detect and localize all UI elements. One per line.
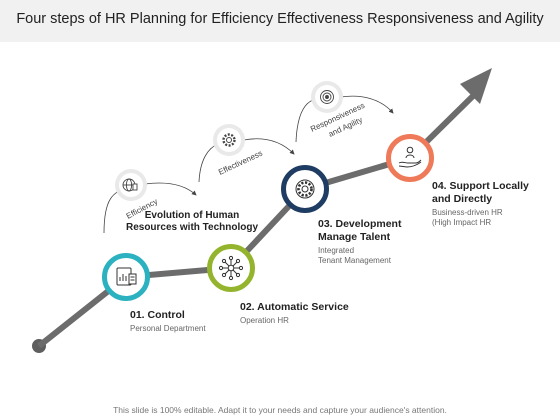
center-label-line-1: Evolution of Human bbox=[144, 210, 240, 221]
document-analytics-icon bbox=[116, 267, 137, 286]
page-title: Four steps of HR Planning for Efficiency… bbox=[16, 11, 544, 27]
path-arrowhead bbox=[460, 68, 492, 104]
center-label-line-2: Resources with Technology bbox=[125, 222, 259, 233]
step-2-node bbox=[207, 244, 255, 292]
step-4-subtitle-line-2: (High Impact HR bbox=[432, 218, 492, 227]
step-3-title-line-2: Manage Talent bbox=[318, 231, 391, 243]
hand-person-icon bbox=[398, 146, 422, 168]
arc-icon-effectiveness bbox=[213, 124, 245, 156]
title-bar bbox=[0, 0, 560, 42]
step-2-subtitle: Operation HR bbox=[240, 316, 289, 325]
arc-2 bbox=[198, 143, 219, 183]
arc-2b bbox=[243, 138, 295, 155]
target-icon bbox=[320, 90, 334, 104]
step-4-title-line-2: and Directly bbox=[432, 193, 493, 205]
step-1-node bbox=[102, 253, 150, 301]
stage-arcs bbox=[103, 95, 394, 234]
gear-icon bbox=[295, 179, 315, 199]
step-1-subtitle: Personal Department bbox=[130, 324, 206, 333]
step-4-node bbox=[386, 134, 434, 182]
arc-1b bbox=[144, 182, 197, 196]
step-3-title-line-1: 03. Development bbox=[318, 218, 402, 230]
settings-icon bbox=[222, 133, 236, 147]
step-3-node bbox=[281, 165, 329, 213]
globe-icon bbox=[122, 178, 138, 192]
step-1-title: 01. Control bbox=[130, 309, 185, 321]
network-hub-icon bbox=[218, 255, 244, 281]
footer-note: This slide is 100% editable. Adapt it to… bbox=[113, 405, 447, 415]
center-label: Evolution of Human Resources with Techno… bbox=[112, 210, 272, 234]
step-3-subtitle-line-2: Tenant Management bbox=[318, 256, 391, 265]
arc-3b bbox=[340, 95, 394, 114]
step-4-title-line-1: 04. Support Locally bbox=[432, 180, 529, 192]
step-2-title: 02. Automatic Service bbox=[240, 301, 349, 313]
arc-icon-agility bbox=[311, 81, 343, 113]
arc-icon-efficiency bbox=[115, 169, 147, 201]
arc-3 bbox=[295, 99, 314, 143]
step-4-subtitle-line-1: Business-driven HR bbox=[432, 208, 503, 217]
step-3-subtitle-line-1: Integrated bbox=[318, 246, 355, 255]
